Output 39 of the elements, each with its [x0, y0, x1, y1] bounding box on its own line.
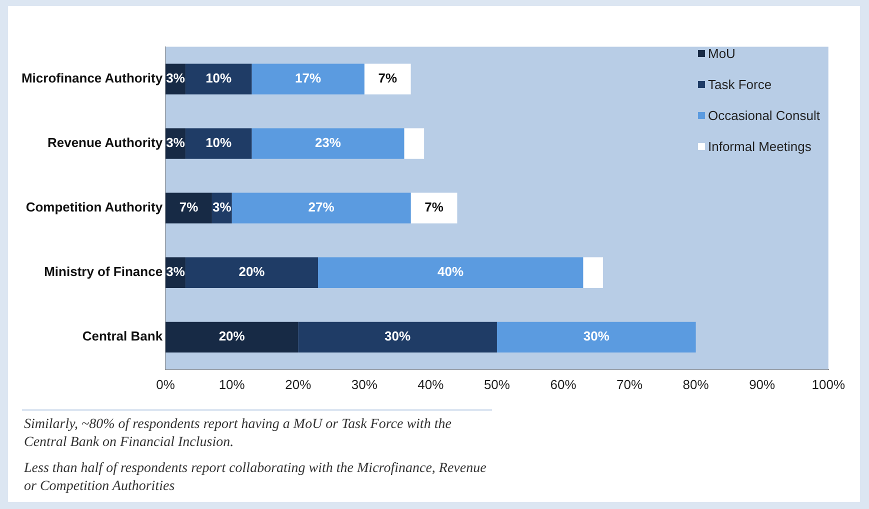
- data-label: 3%: [166, 264, 186, 280]
- x-tick-label: 0%: [156, 376, 176, 392]
- data-label: 17%: [295, 70, 322, 86]
- data-label: 10%: [206, 70, 232, 86]
- legend-label: MoU: [708, 46, 736, 61]
- x-tick-label: 50%: [484, 376, 510, 392]
- data-label: 27%: [308, 200, 335, 215]
- data-label: 10%: [206, 135, 232, 150]
- y-tick-label: Competition Authority: [26, 200, 164, 215]
- y-tick-label: Revenue Authority: [47, 135, 164, 150]
- x-tick-label: 100%: [812, 376, 846, 392]
- x-tick-label: 70%: [616, 376, 643, 392]
- y-tick-label: Microfinance Authority: [21, 70, 164, 86]
- data-label: 30%: [583, 328, 610, 344]
- data-label: 20%: [238, 264, 266, 280]
- legend-label: Informal Meetings: [708, 139, 812, 154]
- x-tick-label: 20%: [285, 376, 312, 392]
- y-tick-label: Central Bank: [82, 328, 164, 344]
- data-label: 3%: [166, 70, 186, 86]
- data-label: 23%: [314, 135, 342, 150]
- legend-label: Occasional Consult: [708, 108, 820, 123]
- data-label: 7%: [179, 200, 199, 215]
- data-label: 20%: [218, 328, 246, 344]
- data-label: 30%: [384, 328, 411, 344]
- data-label: 7%: [424, 200, 444, 215]
- x-tick-label: 60%: [550, 376, 577, 392]
- x-tick-label: 90%: [749, 376, 776, 392]
- data-label: 7%: [378, 70, 398, 86]
- data-label: 3%: [212, 200, 232, 215]
- x-tick-label: 10%: [218, 376, 246, 392]
- text: Similarly, ~80% of respondents report having a MoU or Task Force with the Central Bank on Financial Inclusion.: [24, 416, 452, 452]
- x-tick-label: 80%: [682, 376, 710, 392]
- x-tick-label: 40%: [418, 376, 444, 392]
- data-label: 40%: [438, 264, 464, 280]
- legend-label: Task Force: [708, 77, 772, 92]
- text: Less than half of respondents report collaborating with the Microfinance, Revenue or Competition Authorities: [24, 460, 488, 496]
- y-tick-label: Ministry of Finance: [44, 264, 163, 280]
- x-tick-label: 30%: [351, 376, 378, 392]
- data-label: 3%: [166, 135, 186, 150]
